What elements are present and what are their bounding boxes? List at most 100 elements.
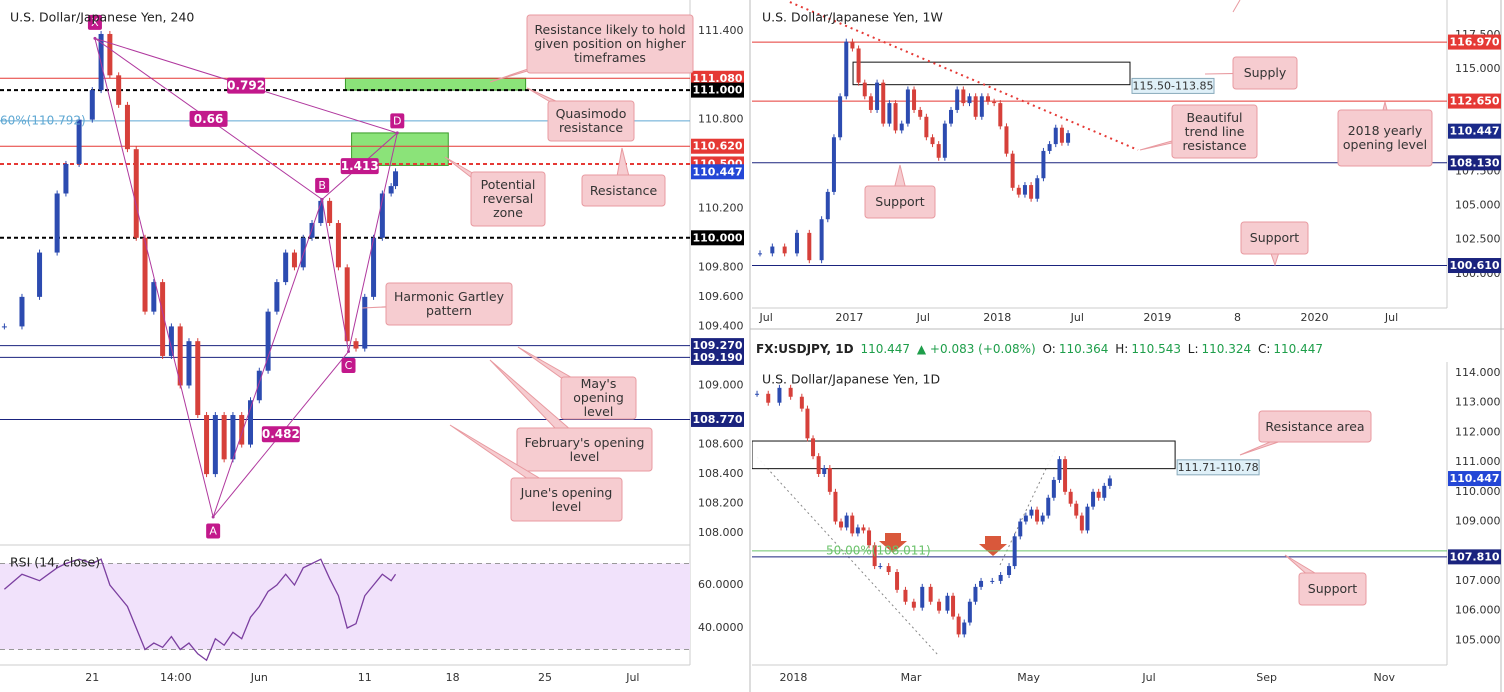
pattern-point	[320, 197, 324, 201]
rsi-line	[3, 558, 397, 662]
candle	[844, 41, 849, 97]
pattern-label: B	[318, 179, 326, 192]
level-label: 110.447	[1449, 472, 1499, 485]
candle	[1079, 515, 1084, 531]
callout-box	[1232, 56, 1298, 90]
level-label: 112.650	[1449, 95, 1499, 108]
ratio-box	[261, 426, 300, 443]
zone	[344, 77, 527, 91]
candle	[945, 595, 950, 611]
candle	[788, 387, 793, 397]
candle	[825, 191, 830, 220]
callout-text: Support	[1307, 581, 1358, 596]
candle	[1004, 126, 1009, 154]
ratio-box	[189, 110, 228, 127]
pattern-point	[211, 515, 215, 519]
candle	[956, 616, 961, 635]
level-label-box	[691, 164, 744, 180]
level-label: 108.770	[692, 413, 742, 426]
pattern-point	[347, 350, 351, 354]
candle	[265, 311, 271, 371]
candle	[955, 89, 960, 110]
callout-box	[581, 174, 666, 207]
y-tick-label: 114.000	[1455, 366, 1501, 379]
candle	[1066, 133, 1071, 143]
y-tick-label: 108.200	[698, 497, 744, 510]
candle	[862, 82, 867, 97]
fib-label: 50.00%(108.011)	[826, 543, 931, 557]
x-tick-label: 14:00	[160, 671, 192, 684]
candle	[318, 200, 324, 224]
level-label: 116.970	[1449, 36, 1499, 49]
close-value: 110.447	[1273, 342, 1324, 356]
callout-text: Support	[875, 194, 925, 209]
pattern-point	[395, 131, 399, 135]
candle	[344, 267, 350, 342]
zone-label-box	[1131, 77, 1215, 94]
callout-box	[516, 427, 653, 472]
open-value: 110.364	[1058, 342, 1109, 356]
x-tick-label: Jul	[916, 311, 930, 324]
candle	[799, 396, 804, 409]
pattern-leg	[212, 199, 323, 518]
high-label: H:	[1115, 342, 1129, 356]
pattern-leg	[321, 199, 350, 352]
zone	[852, 61, 1131, 86]
x-tick-label: May	[1017, 671, 1040, 684]
callout-box	[385, 282, 513, 326]
candle	[816, 456, 821, 474]
x-tick-label: Jul	[1070, 311, 1084, 324]
candle	[973, 96, 978, 117]
callout-box	[1337, 109, 1433, 167]
y-tick-label: 106.000	[1455, 604, 1501, 617]
y-tick-label: 40.0000	[698, 621, 744, 634]
candle	[930, 137, 935, 145]
ratio-box	[227, 77, 266, 94]
candle	[274, 282, 280, 312]
callout-box	[526, 14, 694, 74]
y-tick-label: 102.500	[1455, 233, 1501, 246]
candle	[212, 415, 218, 475]
open-label: O:	[1042, 342, 1056, 356]
candle	[230, 415, 236, 460]
candle	[327, 200, 333, 224]
candle	[142, 237, 148, 312]
candle	[850, 41, 855, 49]
candle	[962, 622, 967, 635]
candle	[961, 89, 966, 104]
level-label-box	[1448, 258, 1501, 274]
candle	[19, 296, 25, 327]
y-tick-label: 108.400	[698, 467, 744, 480]
candle	[833, 491, 838, 522]
x-tick-label: 25	[538, 671, 552, 684]
candle	[1107, 478, 1112, 486]
y-tick-label: 111.000	[1455, 455, 1501, 468]
callout-box	[864, 185, 936, 219]
fib-label: 60%(110.792)	[0, 113, 86, 127]
candle	[1012, 536, 1017, 567]
y-tick-label: 108.000	[698, 526, 744, 539]
level-label-box	[1448, 549, 1501, 565]
level-label: 111.080	[692, 72, 742, 85]
candle	[855, 527, 860, 534]
candle	[990, 580, 995, 582]
low-label: L:	[1187, 342, 1199, 356]
candle	[1074, 503, 1079, 516]
candle	[856, 48, 861, 83]
candle	[758, 253, 763, 255]
candle	[1057, 459, 1062, 480]
candle	[777, 387, 782, 403]
y-tick-label: 60.0000	[698, 578, 744, 591]
symbol-header: FX:USDJPY, 1D 110.447 ▲ +0.083 (+0.08%) …	[756, 342, 1326, 356]
candle	[107, 33, 113, 76]
x-tick-label: 2018	[779, 671, 807, 684]
candle	[160, 282, 166, 356]
candle	[811, 438, 816, 457]
pattern-label: D	[393, 114, 401, 127]
x-tick-label: Jul	[625, 671, 639, 684]
candle	[985, 96, 990, 102]
callout-text: Supply	[1243, 65, 1287, 80]
callout-box	[1258, 410, 1372, 443]
level-label-box	[1448, 471, 1501, 487]
y-tick-label: 109.000	[698, 378, 744, 391]
